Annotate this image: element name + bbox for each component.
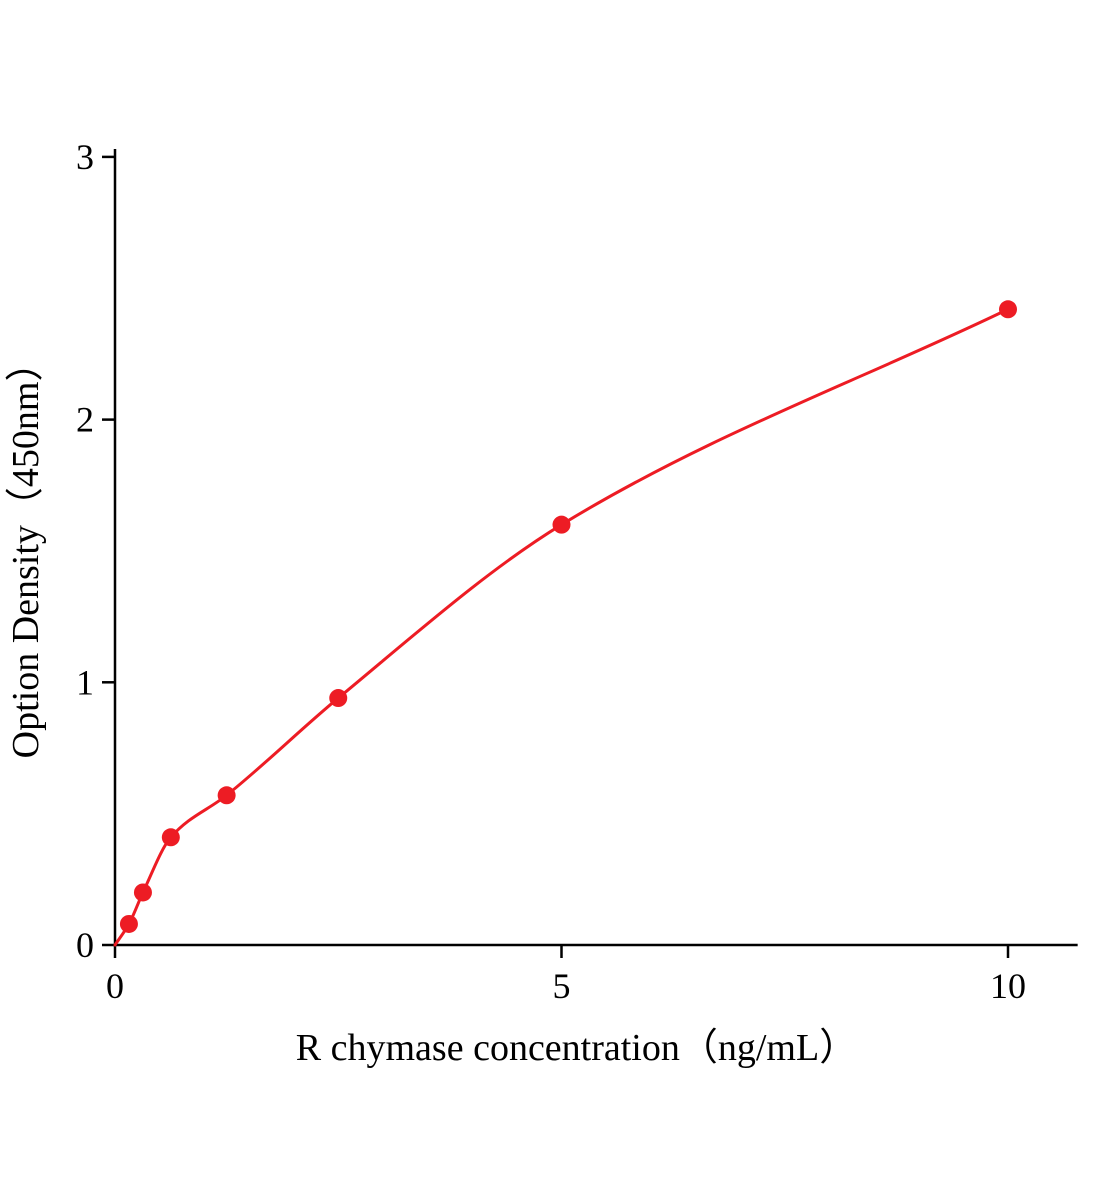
y-tick-label: 2 (76, 400, 94, 440)
data-point (161, 828, 180, 847)
data-point (552, 515, 571, 534)
data-point (119, 914, 138, 933)
data-point (329, 689, 348, 708)
y-tick-label: 0 (76, 925, 94, 965)
y-axis-title: Option Density（450nm） (5, 344, 47, 759)
y-tick-label: 1 (76, 662, 94, 702)
x-tick-label: 10 (990, 966, 1026, 1006)
x-tick-label: 5 (553, 966, 571, 1006)
fitted-curve-path (113, 307, 1010, 947)
data-point (217, 786, 236, 805)
x-axis-title: R chymase concentration（ng/mL） (296, 1027, 857, 1069)
data-point (133, 883, 152, 902)
y-tick-label: 3 (76, 137, 94, 177)
data-point (999, 300, 1017, 319)
x-tick-label: 0 (106, 966, 124, 1006)
